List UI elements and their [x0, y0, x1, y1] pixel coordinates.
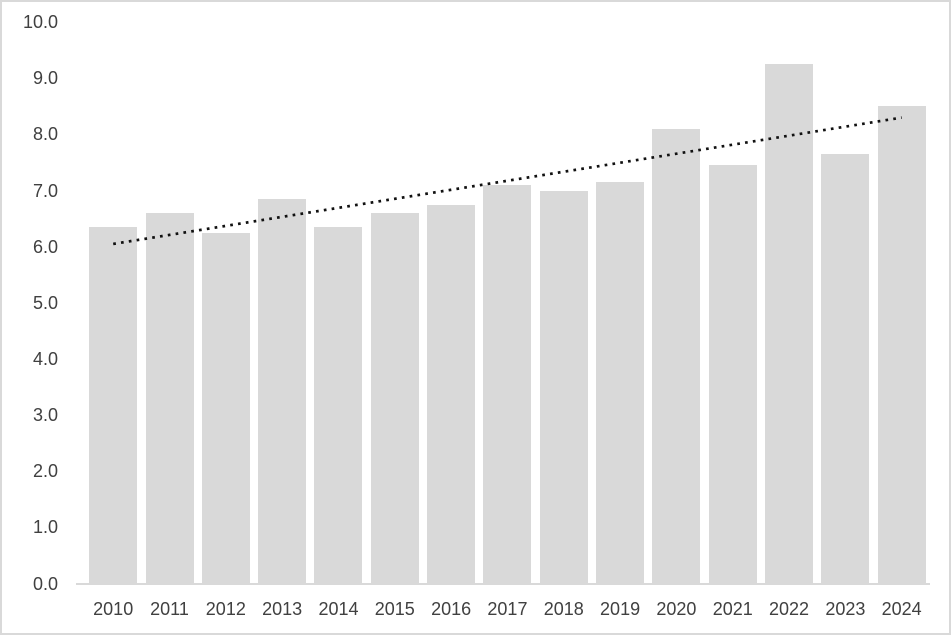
- y-tick-label: 2.0: [32, 461, 58, 482]
- x-tick-label: 2011: [150, 599, 189, 619]
- x-axis-line: [76, 582, 930, 585]
- bar-2013: [258, 199, 307, 584]
- x-tick-label: 2022: [769, 599, 810, 619]
- bar-2010: [89, 227, 138, 584]
- x-tick-label: 2015: [374, 599, 415, 619]
- x-tick-label: 2017: [487, 599, 528, 619]
- bar-2018: [539, 190, 588, 584]
- x-tick-label: 2018: [543, 599, 584, 619]
- bar-2019: [596, 182, 645, 584]
- y-tick-label: 5.0: [32, 292, 58, 313]
- bar-2014: [314, 227, 363, 584]
- y-tick-label: 10.0: [22, 12, 58, 33]
- bar-2020: [652, 128, 701, 584]
- x-tick-label: 2012: [205, 599, 246, 619]
- y-tick-label: 3.0: [32, 405, 58, 426]
- bar-2021: [708, 165, 757, 584]
- bar-2017: [483, 184, 532, 584]
- bar-2015: [370, 213, 419, 584]
- y-tick-label: 1.0: [32, 517, 58, 538]
- y-tick-label: 7.0: [32, 180, 58, 201]
- bar-2023: [821, 154, 870, 584]
- y-tick-label: 0.0: [32, 573, 58, 594]
- x-tick-label: 2014: [318, 599, 359, 619]
- x-tick-label: 2016: [431, 599, 472, 619]
- trend-line-path: [112, 116, 902, 246]
- x-tick-label: 2010: [93, 599, 134, 619]
- y-tick-label: 8.0: [32, 124, 58, 145]
- x-tick-label: 2013: [262, 599, 303, 619]
- x-tick-label: 2021: [712, 599, 753, 619]
- x-tick-label: 2023: [825, 599, 866, 619]
- bar-2011: [145, 213, 194, 584]
- bar-2012: [201, 232, 250, 584]
- x-tick-label: 2020: [656, 599, 697, 619]
- x-tick-label: 2024: [881, 599, 922, 619]
- bar-2016: [427, 204, 476, 584]
- y-tick-label: 9.0: [32, 68, 58, 89]
- x-tick-label: 2019: [600, 599, 641, 619]
- bar-2024: [877, 106, 926, 584]
- y-tick-label: 4.0: [32, 348, 58, 369]
- y-tick-label: 6.0: [32, 236, 58, 257]
- bar-2022: [765, 64, 814, 584]
